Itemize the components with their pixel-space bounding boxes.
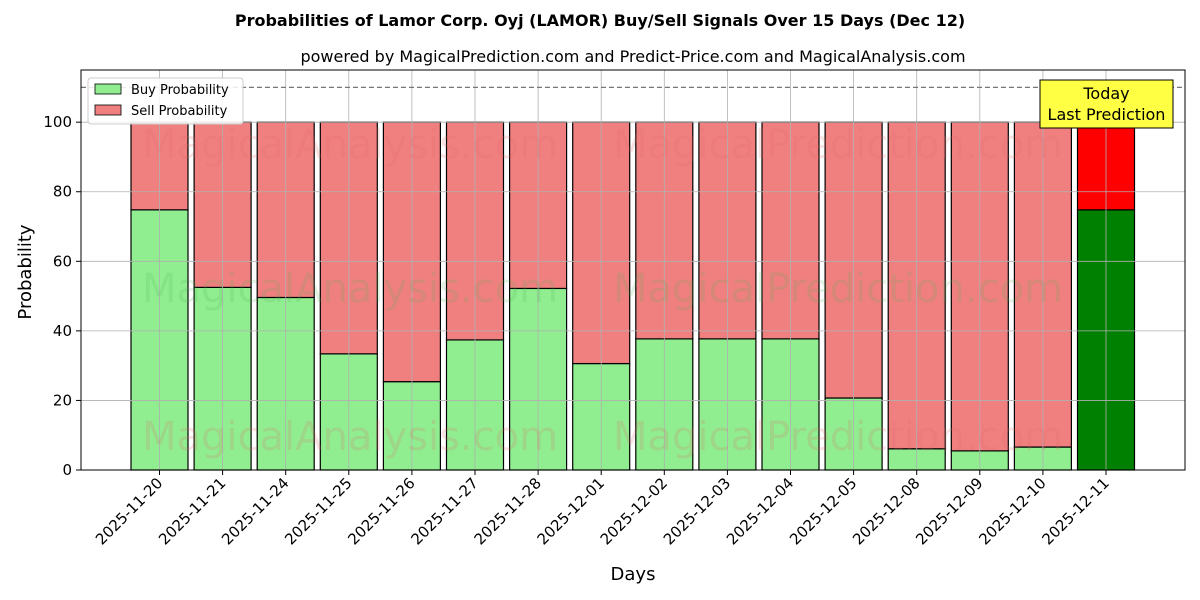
x-tick-label: 2025-12-01	[534, 474, 608, 548]
y-tick-label: 0	[62, 461, 72, 479]
y-tick-label: 20	[53, 391, 72, 409]
chart-title: Probabilities of Lamor Corp. Oyj (LAMOR)…	[235, 11, 965, 30]
x-tick-label: 2025-11-20	[92, 474, 166, 548]
today-annotation-box	[1039, 79, 1174, 129]
today-annotation-line1: Today	[1082, 84, 1129, 103]
x-axis-label: Days	[611, 564, 656, 585]
legend-swatch-sell	[94, 104, 122, 116]
legend-swatch-buy	[94, 83, 122, 95]
chart-subtitle: powered by MagicalPrediction.com and Pre…	[300, 47, 965, 66]
x-tick-label: 2025-11-25	[281, 474, 355, 548]
x-tick-label: 2025-12-09	[912, 474, 986, 548]
x-tick-label: 2025-12-10	[975, 474, 1049, 548]
x-tick-label: 2025-12-02	[597, 474, 671, 548]
x-tick-label: 2025-12-03	[660, 474, 734, 548]
x-tick-label: 2025-11-26	[344, 474, 418, 548]
y-tick-label: 80	[53, 183, 72, 201]
watermark-text: MagicalPrediction.com	[613, 122, 1063, 168]
y-tick-label: 60	[53, 252, 72, 270]
x-tick-label: 2025-11-24	[218, 474, 292, 548]
watermark-text: MagicalAnalysis.com	[142, 414, 558, 460]
legend	[87, 77, 244, 125]
watermark-text: MagicalAnalysis.com	[142, 122, 558, 168]
y-tick-label: 40	[53, 322, 72, 340]
x-tick-label: 2025-11-27	[407, 474, 481, 548]
x-tick-label: 2025-12-11	[1038, 474, 1112, 548]
today-annotation-line2: Last Prediction	[1048, 105, 1166, 124]
x-tick-label: 2025-12-05	[786, 474, 860, 548]
watermark-text: MagicalPrediction.com	[613, 414, 1063, 460]
x-tick-label: 2025-11-21	[155, 474, 229, 548]
x-tick-label: 2025-12-04	[723, 474, 797, 548]
watermark-text: MagicalAnalysis.com	[142, 266, 558, 312]
y-tick-label: 100	[43, 113, 72, 131]
watermark-text: MagicalPrediction.com	[613, 266, 1063, 312]
plot-area: MagicalAnalysis.com MagicalPrediction.com…	[43, 69, 1186, 548]
x-tick-label: 2025-12-08	[849, 474, 923, 548]
y-axis-label: Probability	[15, 224, 36, 319]
plot-frame	[80, 69, 1186, 471]
legend-label-sell: Sell Probability	[131, 104, 228, 119]
x-tick-label: 2025-11-28	[471, 474, 545, 548]
legend-label-buy: Buy Probability	[131, 83, 229, 98]
